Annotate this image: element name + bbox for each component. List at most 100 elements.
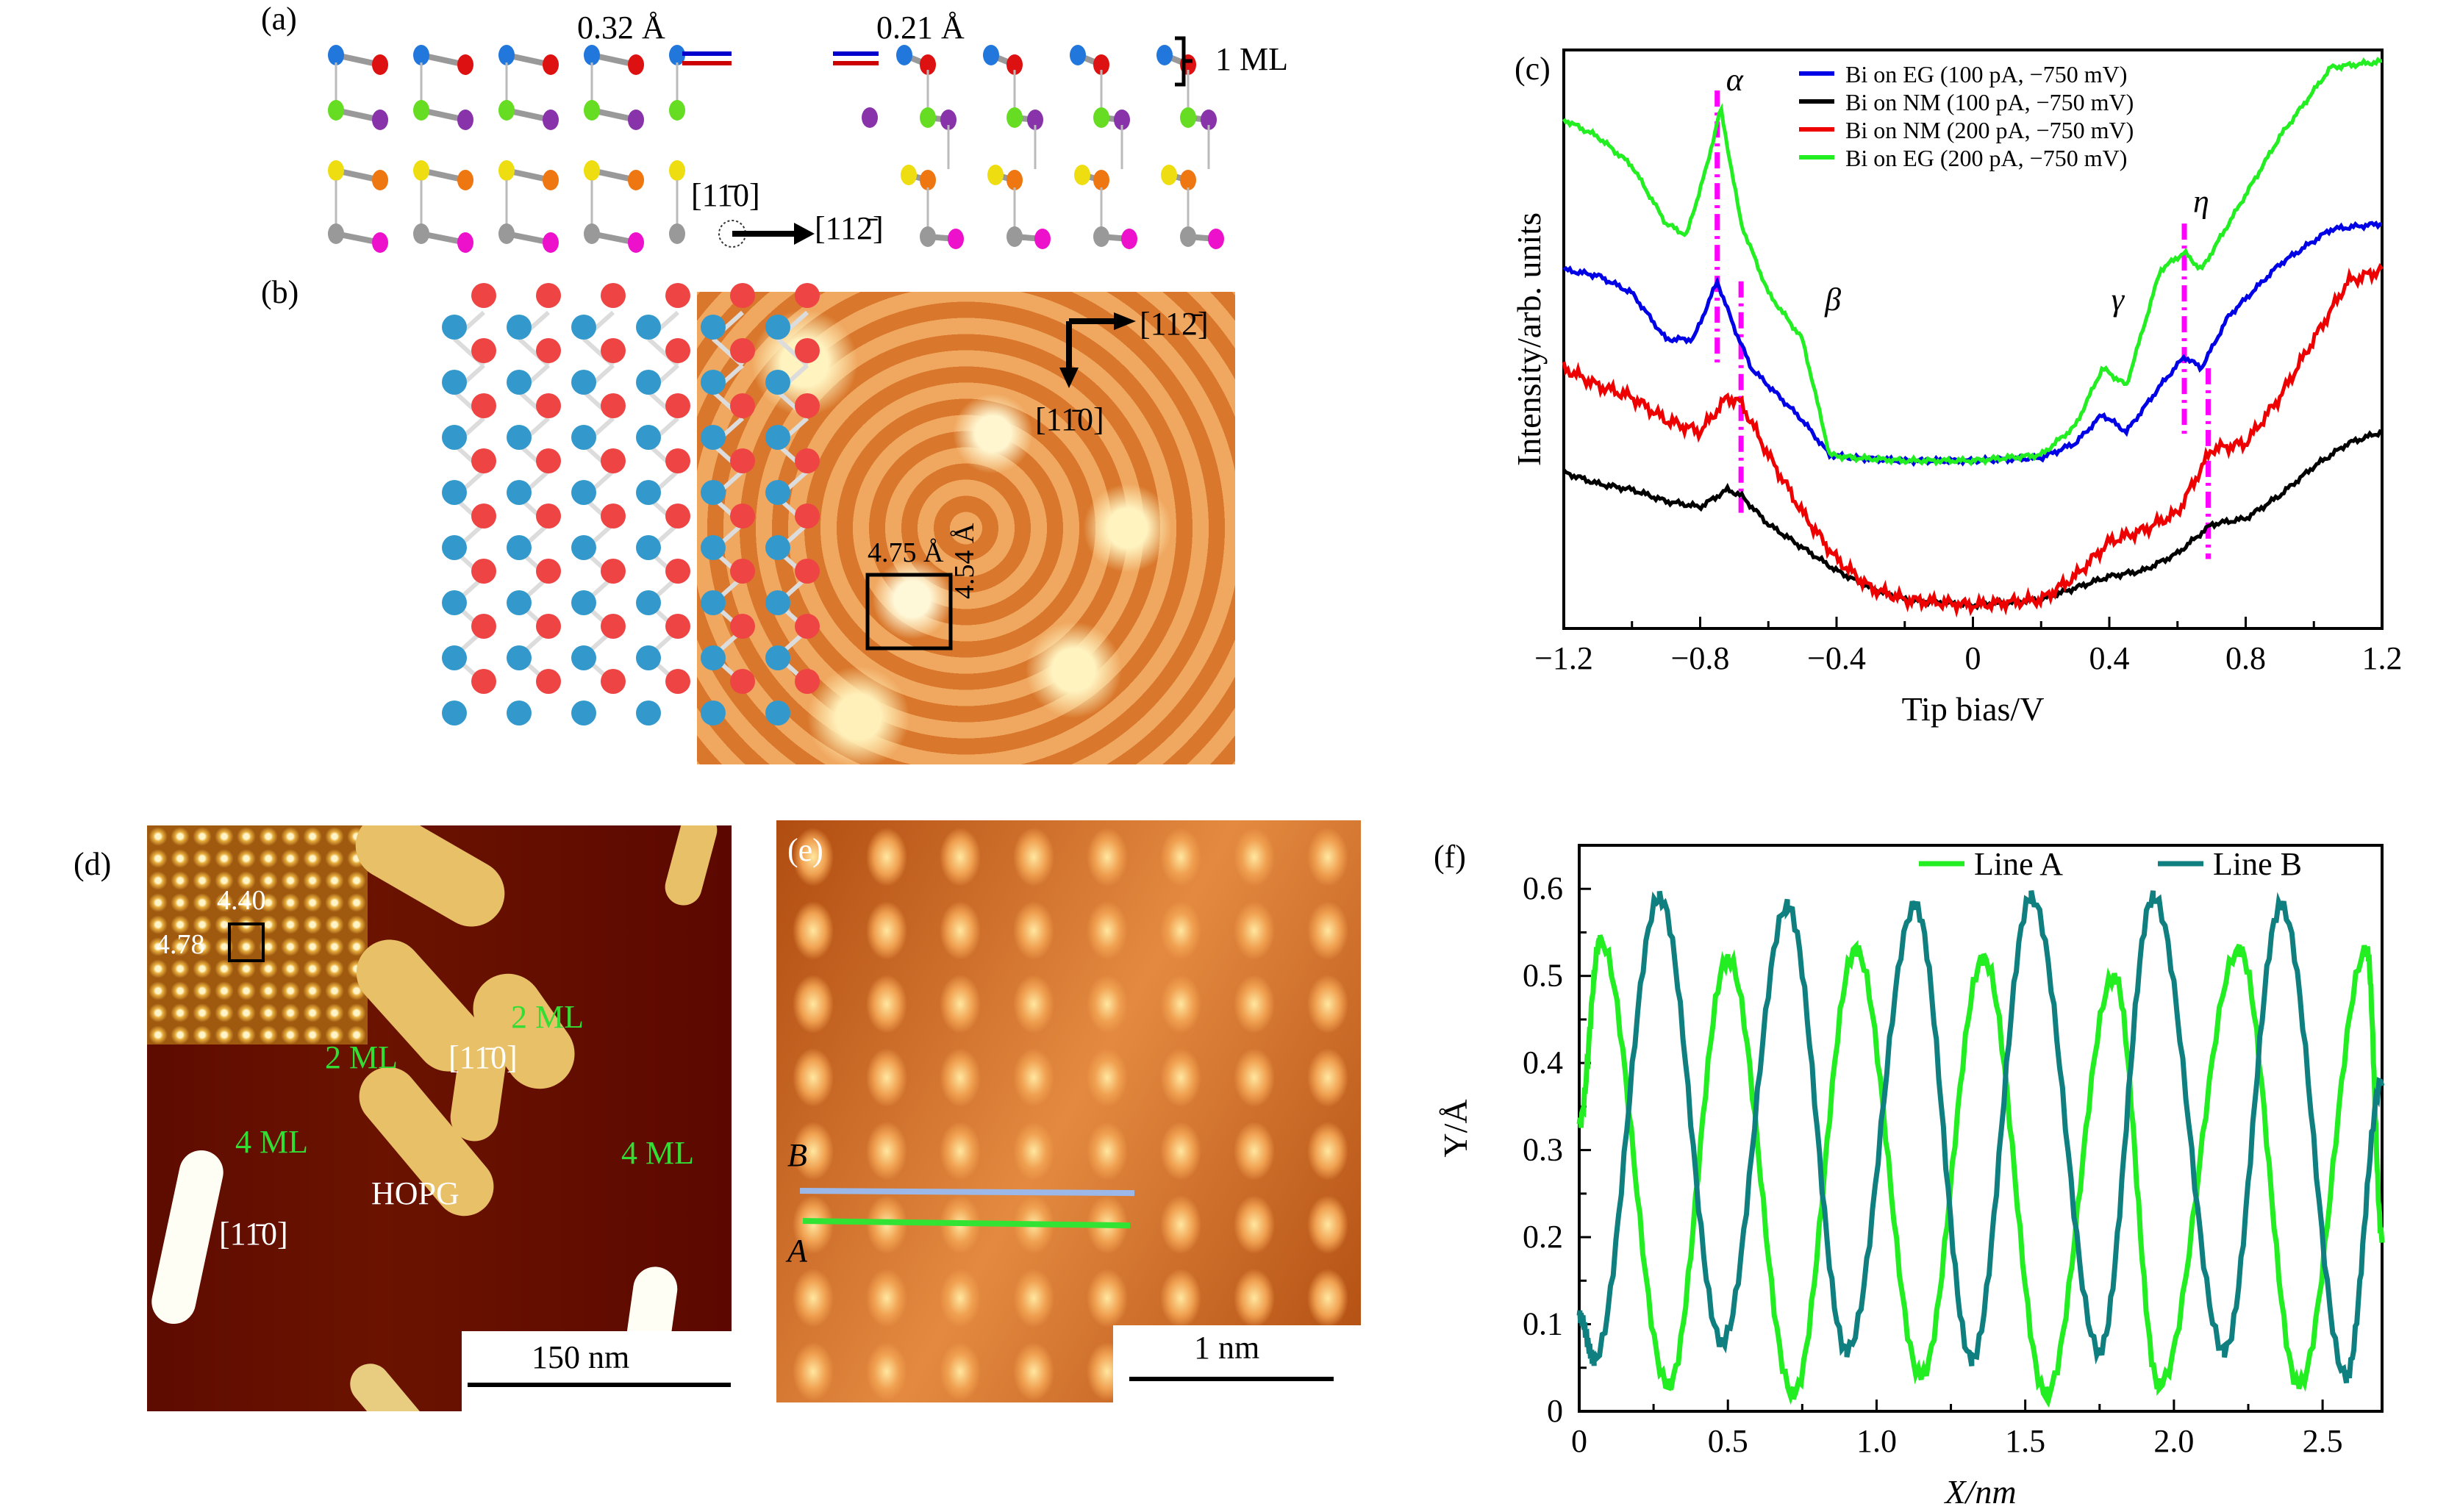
atom-red [471, 559, 496, 584]
panel-f-label: (f) [1434, 839, 1466, 875]
atom-red [730, 504, 755, 529]
chart-c: −1.2 −0.8 −0.4 0 0.4 0.8 1.2 Tip bias/V Intensit… [1510, 49, 2403, 728]
atom-red [665, 283, 690, 308]
atom [584, 160, 600, 181]
atom [669, 223, 685, 244]
atom-red [601, 504, 626, 529]
legend-entry: Bi on NM (100 pA, −750 mV) [1845, 89, 2134, 115]
atom-blue [571, 645, 596, 670]
atom [901, 165, 917, 185]
atom-blue [507, 535, 532, 560]
atom [1156, 45, 1173, 65]
atom [628, 170, 644, 190]
x-tick-label: 0 [1571, 1423, 1587, 1459]
atom [628, 54, 644, 75]
atom [413, 223, 429, 244]
x-axis-label: Tip bias/V [1902, 690, 2045, 728]
atom-blue [765, 315, 790, 340]
y-tick-label: 0.3 [1523, 1132, 1563, 1168]
atom-red [471, 393, 496, 418]
atom-red [730, 448, 755, 473]
atom [1034, 229, 1051, 249]
atom-blue [507, 701, 532, 725]
y-tick-label: 0.2 [1523, 1219, 1563, 1255]
scale-bar-e [1129, 1377, 1334, 1381]
atom-red [536, 338, 561, 363]
atom-red [665, 614, 690, 639]
atom [372, 110, 388, 130]
stm-image-e: (e) B A 1 nm [776, 820, 1361, 1402]
y-axis-label: Y/Å [1437, 1099, 1474, 1157]
peak-annotation: η [2193, 183, 2209, 219]
label-4ml-right: 4 ML [621, 1135, 694, 1171]
atom-blue [507, 370, 532, 395]
atom [413, 100, 429, 121]
panel-e-label: (e) [787, 832, 823, 868]
atom [1180, 170, 1196, 190]
line-b-label: B [787, 1137, 807, 1173]
atom-blue [701, 425, 726, 450]
series-line-2 [1562, 262, 2384, 618]
atom [669, 160, 685, 181]
atom [1121, 229, 1137, 249]
panel-a-label: (a) [261, 1, 297, 37]
atom-blue [507, 315, 532, 340]
label-2ml-right: 2 ML [511, 999, 584, 1035]
atom [1074, 165, 1090, 185]
atom-red [601, 614, 626, 639]
atom-blue [701, 480, 726, 505]
atom-red [795, 559, 820, 584]
x-tick-label: 1.0 [1856, 1423, 1897, 1459]
atom-blue [442, 645, 467, 670]
atom-blue [636, 701, 661, 725]
legend-entry: Bi on EG (200 pA, −750 mV) [1845, 145, 2127, 171]
atom [920, 226, 936, 247]
atom [1006, 107, 1023, 128]
one-ml-label: 1 ML [1215, 41, 1288, 77]
y-axis-label: Intensity/arb. units [1510, 212, 1548, 466]
y-tick-label: 0.4 [1523, 1045, 1563, 1081]
atom [948, 229, 964, 249]
atom-blue [765, 480, 790, 505]
atom-red [795, 393, 820, 418]
atom [1093, 107, 1109, 128]
scale-bar-box-e: 1 nm [1113, 1325, 1361, 1402]
atom [543, 232, 559, 253]
atom-blue [765, 701, 790, 725]
atom-red [471, 448, 496, 473]
atom [920, 54, 936, 75]
atom-blue [636, 535, 661, 560]
atom-blue [765, 425, 790, 450]
atom-red [730, 614, 755, 639]
atom-red [795, 338, 820, 363]
atom-blue [442, 425, 467, 450]
atom [920, 170, 936, 190]
atom-red [471, 283, 496, 308]
atom [457, 54, 473, 75]
atom [628, 232, 644, 253]
atom-blue [507, 590, 532, 615]
inset-label-440: 4.40 [217, 885, 266, 916]
atom-red [730, 559, 755, 584]
atom-blue [571, 370, 596, 395]
atom-blue [701, 645, 726, 670]
atom-red [730, 669, 755, 694]
atom-blue [701, 701, 726, 725]
atom-red [795, 669, 820, 694]
atom-blue [571, 315, 596, 340]
atom-red [665, 338, 690, 363]
scale-bar-box-d: 150 nm [462, 1331, 732, 1411]
series-line-0 [1576, 934, 2385, 1408]
label-4ml-left: 4 ML [235, 1124, 308, 1160]
atom [328, 100, 344, 121]
atom [328, 160, 344, 181]
atom [328, 45, 344, 65]
atom [498, 100, 515, 121]
atom [1093, 54, 1109, 75]
atom-blue [765, 590, 790, 615]
atom-red [665, 559, 690, 584]
atom-red [471, 504, 496, 529]
peak-annotation: α [1726, 62, 1744, 98]
atom [1027, 110, 1043, 130]
atom-red [536, 393, 561, 418]
